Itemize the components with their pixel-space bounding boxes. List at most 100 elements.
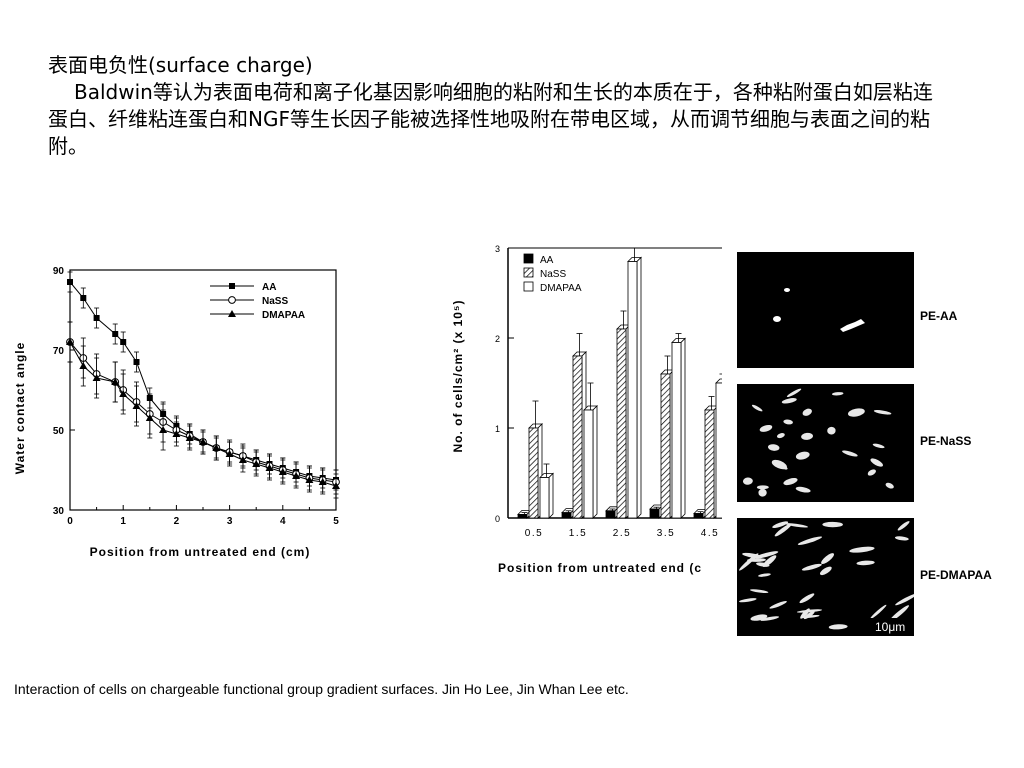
- cell-shape: [776, 433, 785, 439]
- data-point-aa: [67, 279, 73, 285]
- x-tick-label: 4.5: [701, 528, 719, 539]
- bar-nass: [616, 328, 627, 519]
- cell-shape: [885, 482, 894, 489]
- bar-dmapaa: [539, 477, 550, 519]
- sem-label-pe-nass: PE-NaSS: [920, 434, 972, 448]
- sem-label-pe-dmapaa: PE-DMAPAA: [920, 568, 992, 582]
- data-point-aa: [80, 295, 87, 301]
- figure-caption: Interaction of cells on chargeable funct…: [14, 681, 629, 697]
- cell-shape: [870, 458, 883, 467]
- cell-shape: [867, 469, 876, 476]
- legend-swatch: [523, 281, 534, 292]
- legend-swatch: [523, 267, 534, 278]
- cell-shape: [847, 408, 865, 417]
- y-tick-label: 2: [495, 334, 500, 344]
- data-point-dmapaa: [92, 374, 101, 381]
- cell-shape: [783, 477, 798, 486]
- data-point-dmapaa: [318, 478, 327, 485]
- cell-shape: [801, 614, 820, 619]
- cell-shape: [786, 388, 802, 398]
- cell-shape: [750, 614, 768, 621]
- sem-image-content: [773, 288, 865, 332]
- data-point-dmapaa: [252, 460, 261, 467]
- sem-image-pe-dmapaa: 10μm: [737, 518, 918, 636]
- legend-marker: [228, 310, 236, 317]
- x-tick-label: 1: [120, 516, 126, 527]
- scale-bar-label: 10μm: [875, 620, 905, 634]
- cell-shape: [760, 616, 780, 621]
- cell-shape: [828, 624, 848, 630]
- cell-shape: [742, 477, 753, 485]
- bar-dmapaa: [671, 342, 682, 519]
- cell-shape: [821, 553, 835, 565]
- cell-shape: [758, 488, 767, 497]
- legend-marker: [228, 296, 236, 304]
- bar-nass: [660, 373, 671, 519]
- data-point-aa: [133, 359, 140, 365]
- cell-shape: [742, 552, 763, 559]
- text-block: 表面电负性(surface charge) Baldwin等认为表面电荷和离子化…: [48, 52, 948, 160]
- cell-shape: [894, 536, 909, 541]
- bar-aa: [517, 513, 528, 519]
- data-point-aa: [112, 331, 119, 337]
- data-point-dmapaa: [199, 438, 207, 445]
- sem-image-content: 10μm: [739, 521, 918, 634]
- y-axis-label: No. of cells/cm² (x 10⁵): [451, 299, 465, 452]
- bar-aa: [693, 513, 704, 519]
- x-axis-label: Position from untreated end (c: [498, 561, 702, 575]
- cell-shape: [897, 521, 910, 531]
- x-tick-label: 2: [174, 516, 180, 527]
- cell-shape: [772, 521, 789, 528]
- cell-shape: [895, 593, 918, 606]
- bar-nass: [528, 427, 539, 519]
- data-point-dmapaa: [265, 464, 274, 471]
- cell-shape: [799, 593, 815, 604]
- y-tick-label: 0: [495, 514, 500, 524]
- x-tick-label: 5: [333, 516, 339, 527]
- data-point-dmapaa: [145, 414, 154, 421]
- cell-shape: [827, 426, 836, 435]
- cell-shape: [795, 486, 811, 493]
- legend-swatch: [523, 253, 534, 264]
- x-tick-label: 2.5: [613, 528, 631, 539]
- y-tick-label: 70: [53, 346, 65, 357]
- sem-label-pe-aa: PE-AA: [920, 309, 958, 323]
- cell-shape: [750, 589, 769, 593]
- cell-shape: [759, 424, 773, 432]
- y-tick-label: 30: [53, 506, 65, 517]
- data-point-dmapaa: [212, 444, 221, 451]
- y-tick-label: 1: [495, 424, 500, 434]
- cell-shape: [767, 444, 780, 451]
- legend-label: DMAPAA: [540, 283, 582, 294]
- cell-shape: [842, 450, 858, 457]
- cell-shape: [751, 404, 763, 412]
- paragraph: Baldwin等认为表面电荷和离子化基因影响细胞的粘附和生长的本质在于，各种粘附…: [48, 80, 933, 158]
- bar-top: [715, 378, 722, 384]
- cell-shape: [801, 563, 822, 571]
- bar-dmapaa: [583, 409, 594, 519]
- y-tick-label: 3: [495, 244, 500, 254]
- data-point-dmapaa: [225, 450, 234, 457]
- bar-aa: [605, 510, 616, 519]
- cell-shape: [796, 609, 823, 613]
- y-axis-label: Water contact angle: [13, 342, 27, 475]
- x-tick-label: 1.5: [569, 528, 587, 539]
- bar-nass: [572, 355, 583, 519]
- y-tick-label: 90: [53, 266, 65, 277]
- bar-aa: [649, 508, 660, 519]
- cell-count-chart: 0 1 2 3 0.5 1.5 2.5 3.5 4.5 AA NaSS DMAPAA No. of …: [451, 244, 722, 575]
- data-point-dmapaa: [132, 402, 141, 409]
- cell-shape: [784, 523, 809, 528]
- cell-shape: [769, 601, 787, 609]
- legend-marker: [229, 283, 235, 289]
- cell-shape: [797, 536, 823, 545]
- cell-shape: [802, 408, 812, 416]
- cell-shape: [781, 398, 797, 404]
- x-tick-label: 0.5: [525, 528, 543, 539]
- cell-shape: [771, 459, 787, 470]
- cell-shape: [873, 410, 892, 415]
- cell-shape: [801, 432, 813, 440]
- x-axis-label: Position from untreated end (cm): [90, 545, 311, 559]
- data-point-dmapaa: [238, 456, 247, 463]
- data-point-dmapaa: [185, 434, 194, 441]
